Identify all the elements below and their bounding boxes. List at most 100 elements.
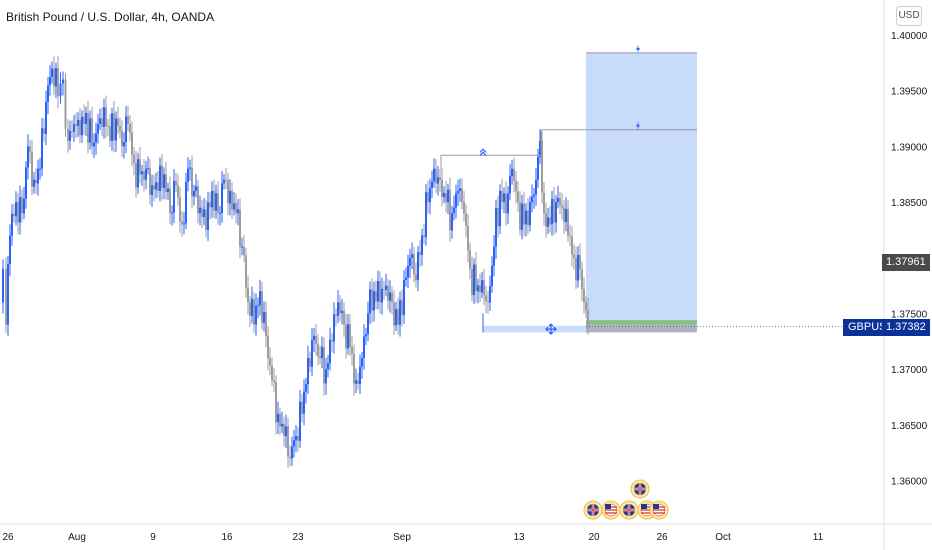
candle: [167, 182, 169, 200]
candle-body: [503, 193, 505, 202]
candle: [277, 401, 279, 434]
candle-body: [243, 246, 245, 256]
candle-body: [239, 209, 241, 247]
chart-title: British Pound / U.S. Dollar, 4h, OANDA: [6, 10, 215, 24]
candle-body: [403, 280, 405, 315]
candle: [43, 118, 45, 142]
candle: [501, 178, 503, 210]
candle-body: [135, 163, 137, 188]
candle: [11, 204, 13, 246]
candle: [447, 183, 449, 215]
candle-body: [193, 190, 195, 197]
candle-body: [177, 185, 179, 197]
candle: [33, 172, 35, 194]
candle-body: [385, 285, 387, 290]
candle: [403, 270, 405, 324]
candle: [271, 357, 273, 386]
candle-body: [267, 335, 269, 359]
candle-body: [553, 198, 555, 223]
double-chevron-up-icon[interactable]: [479, 148, 487, 156]
candle: [455, 184, 457, 219]
candle: [191, 155, 193, 209]
candle-body: [133, 154, 135, 164]
candle: [281, 411, 283, 434]
candle-body: [517, 191, 519, 203]
candle: [145, 160, 147, 190]
candle-body: [227, 179, 229, 204]
candle-body: [461, 188, 463, 202]
candle: [553, 186, 555, 235]
candle: [189, 159, 191, 181]
candle-body: [15, 202, 17, 217]
candle: [329, 327, 331, 371]
candle-body: [413, 254, 415, 275]
candle-body: [369, 289, 371, 314]
candle-body: [137, 159, 139, 188]
candle: [205, 200, 207, 238]
candle-body: [557, 197, 559, 203]
candle: [519, 191, 521, 236]
candle: [523, 191, 525, 237]
candle: [231, 182, 233, 219]
candle: [157, 171, 159, 198]
lightning-icon[interactable]: [636, 43, 640, 54]
uk-flag-cross-red: [623, 504, 635, 516]
candle: [77, 112, 79, 138]
candle: [269, 346, 271, 376]
candle: [441, 167, 443, 207]
candle-body: [427, 192, 429, 203]
candle-body: [331, 339, 333, 342]
candle-body: [505, 193, 507, 214]
candle: [207, 191, 209, 241]
candle: [247, 275, 249, 315]
candle: [5, 257, 7, 333]
candle-body: [23, 198, 25, 214]
candle-body: [195, 186, 197, 191]
candle-body: [115, 118, 117, 141]
candle-body: [475, 264, 477, 292]
candle-body: [391, 292, 393, 303]
candle: [25, 161, 27, 209]
candle-body: [95, 133, 97, 143]
candle-body: [11, 213, 13, 236]
candle: [545, 202, 547, 238]
candle-body: [531, 196, 533, 203]
x-tick-label: 13: [513, 532, 525, 543]
candle: [539, 129, 541, 165]
candle: [417, 245, 419, 292]
candle: [499, 184, 501, 234]
uk-flag-cross-red: [587, 504, 599, 516]
candle-body: [111, 113, 113, 141]
candle-body: [485, 295, 487, 302]
candle-body: [33, 179, 35, 187]
candle: [235, 193, 237, 224]
selection-band[interactable]: [483, 325, 586, 333]
candle: [471, 256, 473, 302]
candle-body: [569, 235, 571, 237]
candle: [259, 279, 261, 316]
candle: [389, 280, 391, 313]
candle: [407, 254, 409, 288]
target-zone[interactable]: [586, 52, 697, 325]
candle: [315, 324, 317, 356]
candle: [201, 199, 203, 229]
candle: [237, 199, 239, 226]
candle: [97, 113, 99, 144]
candle: [311, 328, 313, 377]
candle: [513, 157, 515, 193]
candle-body: [141, 171, 143, 175]
candle: [345, 313, 347, 359]
candle: [321, 336, 323, 369]
move-handle-icon[interactable]: [545, 323, 557, 335]
candle-body: [125, 116, 127, 143]
candle: [361, 351, 363, 379]
candle-body: [283, 423, 285, 437]
currency-selector[interactable]: USD: [896, 6, 922, 26]
y-tick-label: 1.36500: [891, 421, 928, 432]
candle-body: [37, 168, 39, 184]
lightning-icon[interactable]: [636, 120, 640, 131]
candle: [377, 270, 379, 310]
candle: [21, 189, 23, 223]
